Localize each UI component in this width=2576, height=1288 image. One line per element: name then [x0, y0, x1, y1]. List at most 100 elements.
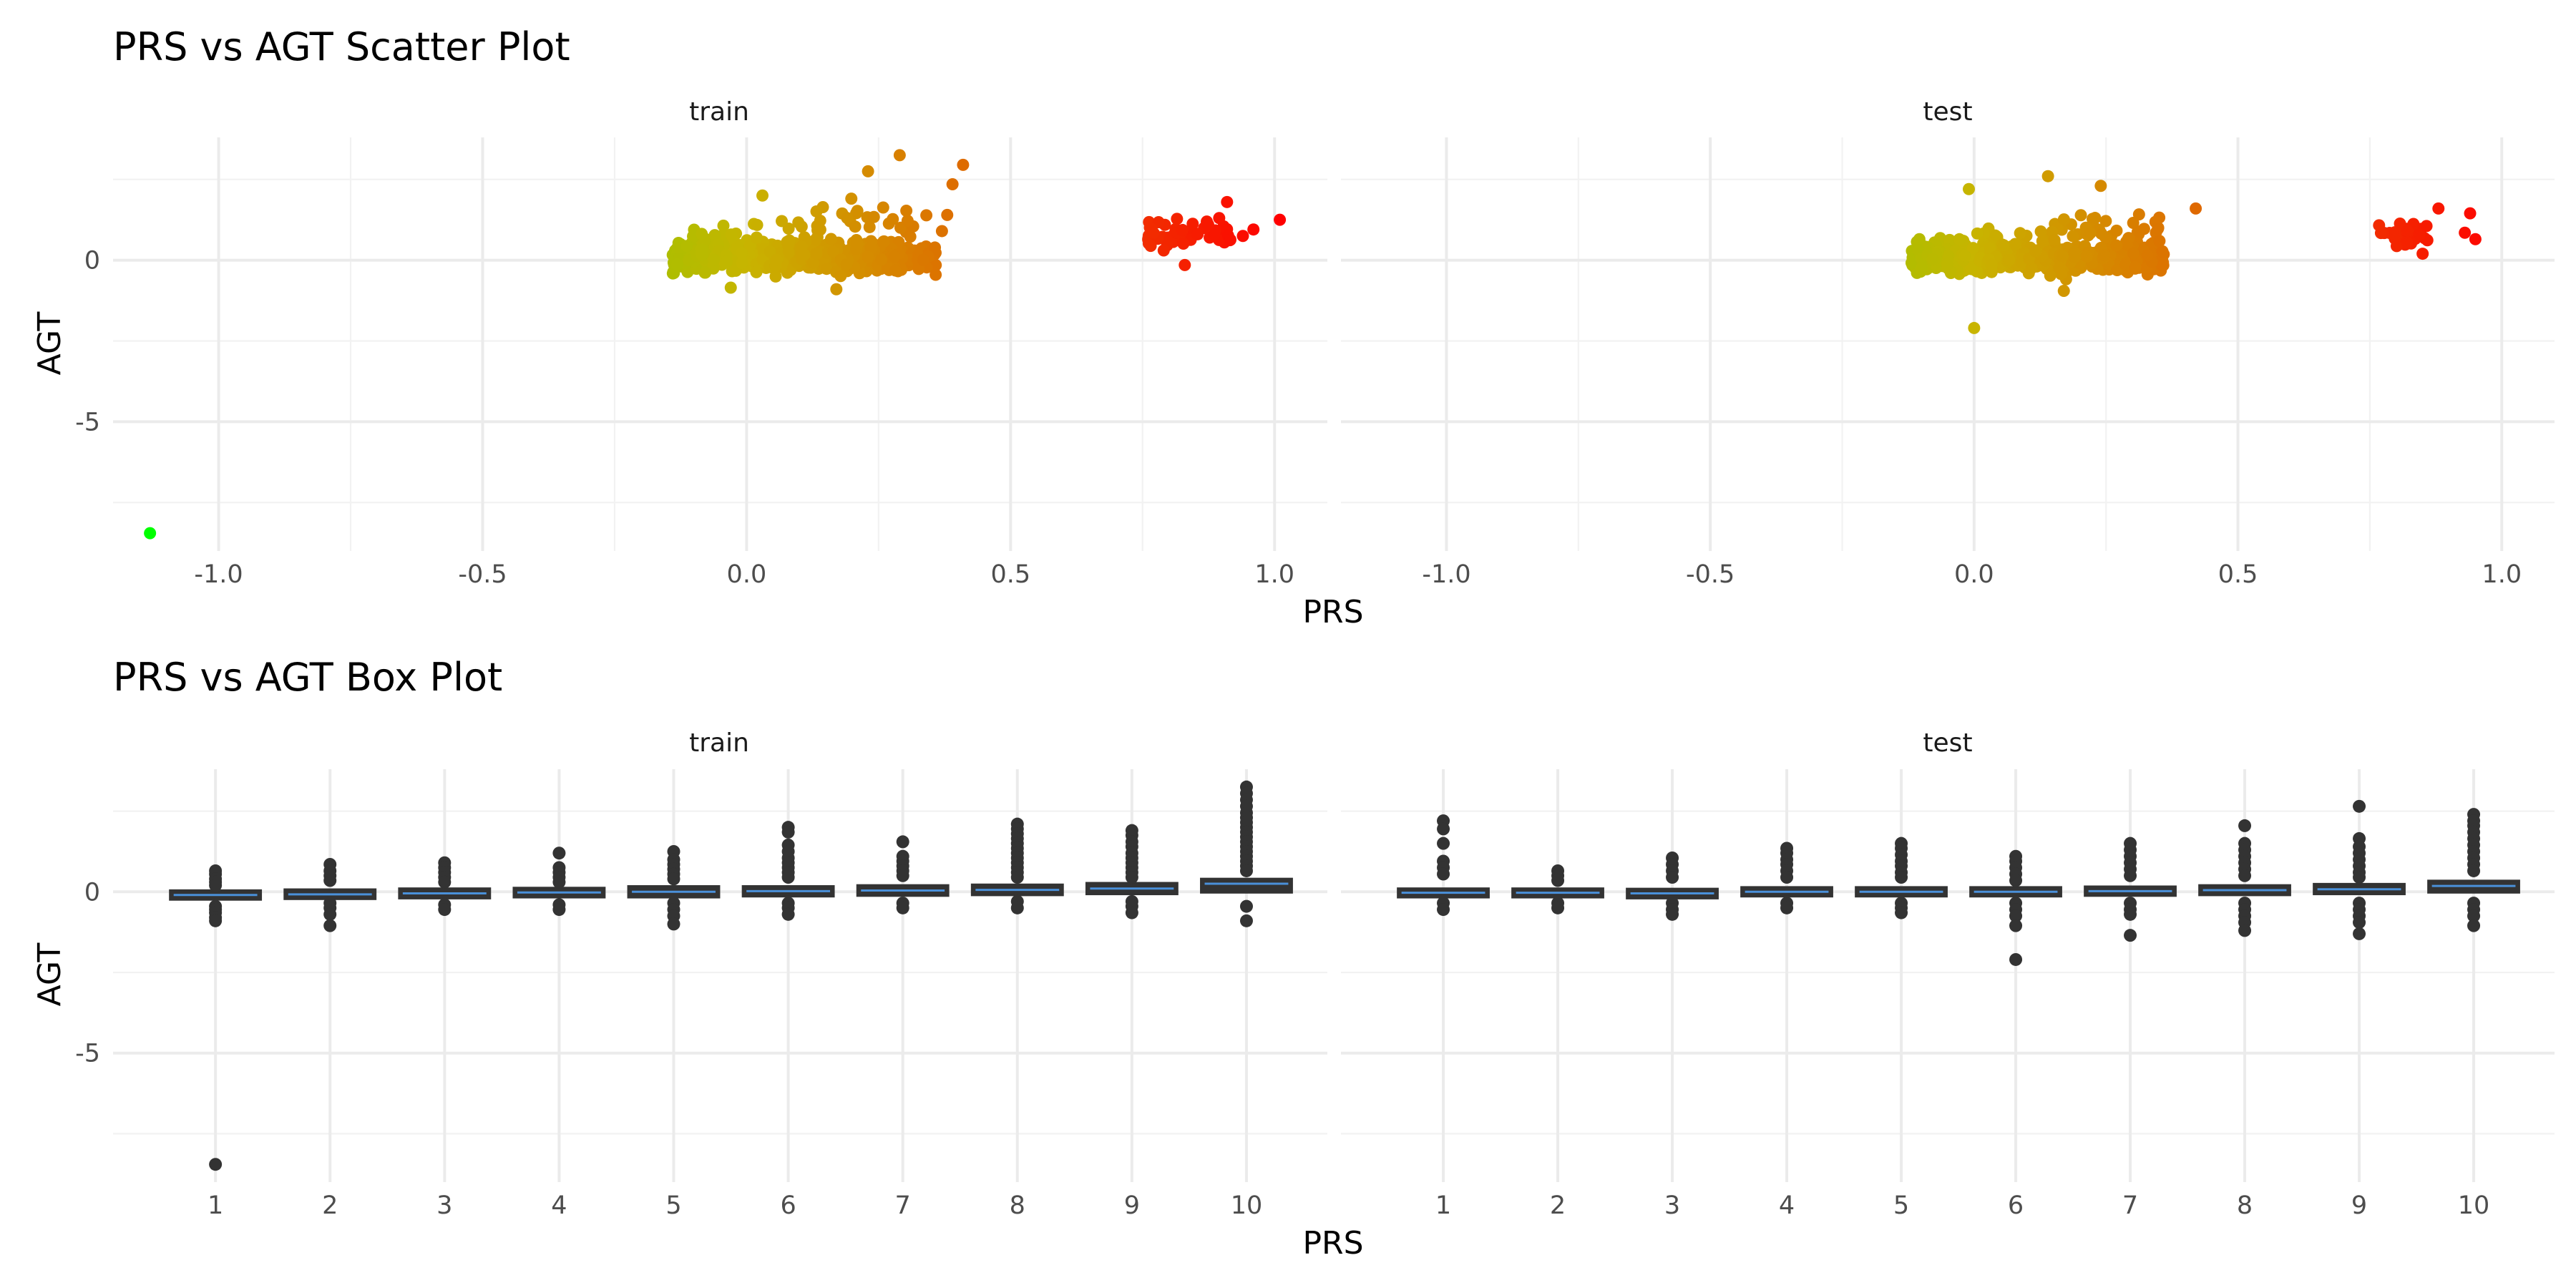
scatter-point	[814, 214, 826, 227]
scatter-point	[2056, 250, 2069, 263]
scatter-point	[736, 257, 748, 270]
box-outlier	[1239, 914, 1253, 927]
box-outlier	[1551, 874, 1565, 887]
scatter-point	[1905, 256, 1918, 269]
x-tick-label: 1	[208, 1191, 223, 1220]
scatter-point	[670, 258, 683, 270]
box-outlier	[2124, 869, 2137, 882]
scatter-point	[724, 281, 737, 294]
scatter-point	[2152, 223, 2165, 235]
scatter-point	[1201, 218, 1214, 231]
scatter-point	[2094, 180, 2107, 192]
scatter-point	[2401, 236, 2414, 249]
scatter-point	[930, 268, 942, 281]
box-outlier	[1125, 871, 1138, 884]
scatter-point	[1274, 213, 1287, 226]
box-outlier	[781, 871, 795, 884]
scatter-point	[750, 231, 763, 244]
scatter-point	[795, 240, 808, 253]
scatter-point	[2080, 250, 2093, 263]
box-outlier	[1780, 871, 1794, 884]
scatter-point	[1208, 228, 1221, 241]
box-outlier	[1437, 867, 1450, 881]
box-outlier	[667, 872, 680, 886]
scatter-point	[776, 215, 789, 228]
box-outlier	[2238, 869, 2252, 882]
x-tick-label: 0.5	[990, 560, 1030, 589]
scatter-point	[2057, 284, 2070, 297]
box-outlier	[1666, 907, 1679, 921]
box-outlier	[1239, 864, 1253, 877]
box-outlier	[1895, 871, 1908, 884]
scatter-point	[1966, 242, 1979, 255]
x-tick-label: 9	[1124, 1191, 1140, 1220]
scatter-point	[2009, 238, 2021, 250]
box-outlier	[209, 1158, 223, 1171]
box-outlier	[438, 903, 452, 917]
box-outlier	[2238, 819, 2252, 832]
scatter-point	[2141, 249, 2154, 262]
y-tick-label: 0	[84, 878, 100, 907]
scatter-point	[917, 253, 930, 266]
scatter-point	[2157, 259, 2170, 272]
scatter-point	[827, 245, 840, 258]
x-tick-label: 10	[1231, 1191, 1263, 1220]
scatter-point	[841, 212, 854, 225]
x-tick-label: 7	[895, 1191, 911, 1220]
scatter-point	[863, 220, 876, 233]
scatter-point	[852, 238, 864, 250]
scatter-point	[849, 220, 862, 233]
scatter-point	[807, 256, 820, 269]
scatter-point	[2464, 207, 2477, 220]
y-tick-label: -5	[75, 408, 100, 436]
scatter-point	[708, 229, 721, 242]
scatter-point	[144, 527, 157, 540]
scatter-point	[824, 233, 837, 245]
x-tick-label: 3	[436, 1191, 452, 1220]
box-outlier	[323, 907, 337, 921]
box-outlier	[2124, 929, 2137, 942]
scatter-point	[877, 235, 889, 248]
scatter-point	[2110, 239, 2123, 252]
box-outlier	[896, 835, 909, 849]
box-outlier	[1666, 871, 1679, 884]
scatter-point	[867, 210, 880, 223]
scatter-strip-train: train	[689, 97, 749, 127]
scatter-point	[763, 245, 776, 258]
scatter-point	[2069, 251, 2082, 264]
scatter-point	[862, 250, 874, 263]
box-outlier	[2124, 907, 2137, 921]
scatter-point	[2067, 230, 2079, 243]
scatter-point	[2127, 247, 2140, 260]
scatter-point	[2044, 269, 2057, 282]
box-outlier	[438, 875, 452, 889]
scatter-point	[1176, 224, 1189, 237]
scatter-point	[877, 201, 889, 214]
x-tick-label: 0.0	[727, 560, 767, 589]
box-outlier	[2353, 916, 2366, 930]
x-tick-label: 4	[1779, 1191, 1795, 1220]
scatter-point	[2413, 228, 2426, 240]
box-outlier	[1780, 901, 1794, 914]
scatter-point	[2469, 233, 2482, 245]
scatter-point	[2084, 227, 2097, 240]
x-tick-label: -1.0	[194, 560, 243, 589]
scatter-point	[781, 239, 794, 252]
scatter-point	[946, 177, 959, 190]
x-tick-label: 4	[551, 1191, 567, 1220]
scatter-point	[696, 228, 708, 240]
box-outlier	[2353, 927, 2366, 940]
scatter-point	[2373, 219, 2386, 232]
scatter-point	[1984, 242, 1996, 255]
scatter-point	[2153, 235, 2166, 248]
box-title: PRS vs AGT Box Plot	[113, 655, 502, 700]
x-tick-label: -1.0	[1422, 560, 1470, 589]
box-facet-train: 1 2 3 4 5 6 7 8 9 10 -5 0	[75, 769, 1327, 1220]
box-facet-test: 1 2 3 4 5 6 7 8 9 10	[1341, 769, 2555, 1220]
box-outlier	[1125, 906, 1138, 919]
scatter-point	[2041, 170, 2054, 182]
x-tick-label: 1.0	[2482, 560, 2522, 589]
x-tick-label: 6	[780, 1191, 796, 1220]
scatter-point	[2389, 226, 2401, 239]
box-outlier	[1551, 901, 1565, 914]
